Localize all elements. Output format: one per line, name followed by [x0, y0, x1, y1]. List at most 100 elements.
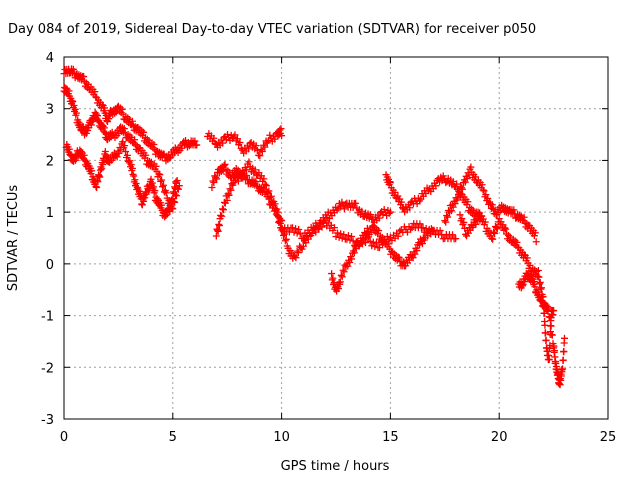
data-point [346, 236, 354, 244]
data-point [338, 273, 346, 281]
data-point [436, 227, 444, 235]
data-point [362, 239, 370, 247]
data-point [261, 180, 269, 188]
data-point [318, 223, 326, 231]
data-point [140, 128, 148, 136]
data-point [551, 347, 559, 355]
y-tick-label: -3 [41, 413, 54, 428]
data-point [490, 228, 498, 236]
data-point [337, 271, 345, 279]
data-point [546, 342, 554, 350]
data-point [334, 285, 342, 293]
data-point [349, 237, 357, 245]
data-point [375, 227, 383, 235]
data-point [91, 88, 99, 96]
data-point [484, 194, 492, 202]
data-point [456, 211, 464, 219]
data-point [352, 199, 360, 207]
data-point [126, 157, 134, 165]
data-point [472, 220, 480, 228]
data-point [480, 187, 488, 195]
y-tick-label: 1 [46, 206, 54, 221]
data-point [348, 232, 356, 240]
data-point [252, 178, 260, 186]
data-point [455, 187, 463, 195]
data-point [458, 215, 466, 223]
data-point [330, 224, 338, 232]
series-track-k [456, 209, 542, 281]
data-point [96, 173, 104, 181]
data-point [226, 185, 234, 193]
data-point [220, 161, 228, 169]
data-point [132, 180, 140, 188]
data-point [385, 209, 393, 217]
data-point [225, 191, 233, 199]
data-point [170, 189, 178, 197]
data-point [167, 202, 175, 210]
data-point [302, 239, 310, 247]
data-point [281, 237, 289, 245]
y-tick-label: -2 [41, 361, 54, 376]
data-point [343, 235, 351, 243]
data-point [336, 278, 344, 286]
data-point [266, 194, 274, 202]
data-point [340, 231, 348, 239]
data-point [231, 131, 239, 139]
data-point [320, 218, 328, 226]
data-point [399, 204, 407, 212]
data-point [142, 151, 150, 159]
data-point [215, 222, 223, 230]
data-point [338, 198, 346, 206]
data-point [513, 238, 521, 246]
data-point [542, 329, 550, 337]
data-point [245, 145, 253, 153]
data-point [80, 73, 88, 81]
x-axis-ticks: 0 5 10 15 20 25 [60, 57, 616, 445]
data-point [340, 205, 348, 213]
data-point [531, 229, 539, 237]
data-point [193, 141, 201, 149]
data-point [419, 224, 427, 232]
data-point [491, 229, 499, 237]
data-point [299, 242, 307, 250]
data-point [482, 191, 490, 199]
data-point [346, 259, 354, 267]
data-point [560, 347, 568, 355]
data-point [453, 180, 461, 188]
data-point [266, 131, 274, 139]
data-point [292, 254, 300, 262]
data-point [120, 125, 128, 133]
data-point [173, 176, 181, 184]
data-point [441, 217, 449, 225]
data-point [159, 181, 167, 189]
data-point [458, 184, 466, 192]
data-point [218, 212, 226, 220]
data-point [464, 198, 472, 206]
data-point [157, 177, 165, 185]
data-point [502, 225, 510, 233]
data-point [368, 242, 376, 250]
data-point [72, 109, 80, 117]
data-point [460, 218, 468, 226]
data-point [395, 254, 403, 262]
data-point [131, 136, 139, 144]
data-point [559, 365, 567, 373]
data-point [444, 213, 452, 221]
series-track-f [212, 158, 394, 262]
series-track-a [60, 65, 201, 165]
data-point [236, 139, 244, 147]
data-point [488, 234, 496, 242]
data-point [449, 231, 457, 239]
data-point [264, 188, 272, 196]
data-point [210, 178, 218, 186]
data-point [69, 98, 77, 106]
y-tick-label: 4 [46, 51, 54, 66]
data-point [119, 138, 127, 146]
y-axis-ticks: -3 -2 -1 0 1 2 3 4 [41, 51, 608, 428]
data-point [385, 240, 393, 248]
data-point [219, 205, 227, 213]
data-point [240, 169, 248, 177]
data-point [411, 250, 419, 258]
series-track-j [441, 163, 540, 246]
data-point [88, 167, 96, 175]
